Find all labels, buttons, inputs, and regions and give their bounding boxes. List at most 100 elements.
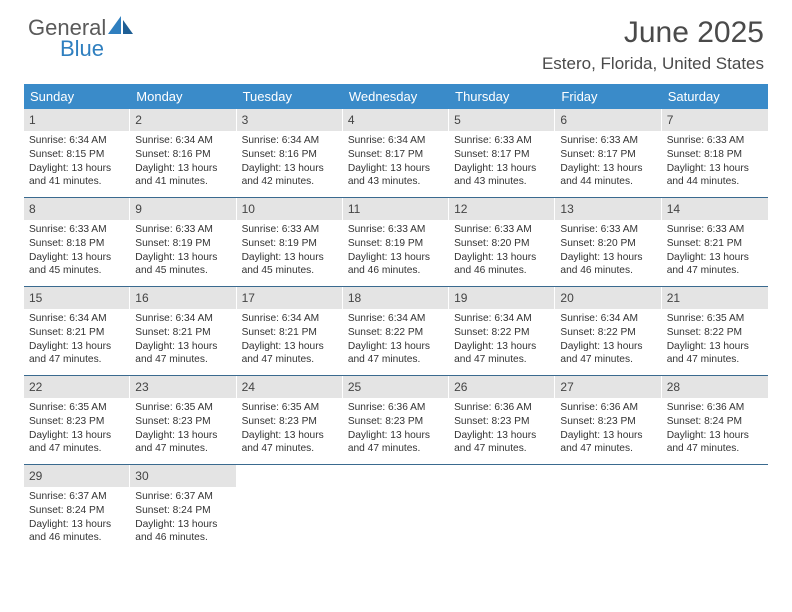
day-dl1: Daylight: 13 hours <box>29 429 125 443</box>
day-body: Sunrise: 6:35 AMSunset: 8:22 PMDaylight:… <box>662 309 768 371</box>
day-body: Sunrise: 6:36 AMSunset: 8:23 PMDaylight:… <box>343 398 449 460</box>
day-dl1: Daylight: 13 hours <box>29 340 125 354</box>
day-number: 18 <box>343 287 449 309</box>
day-dl1: Daylight: 13 hours <box>135 340 231 354</box>
day-sunset: Sunset: 8:23 PM <box>29 415 125 429</box>
week-row: 8Sunrise: 6:33 AMSunset: 8:18 PMDaylight… <box>24 198 768 287</box>
day-number: 9 <box>130 198 236 220</box>
day-dl2: and 47 minutes. <box>242 353 338 367</box>
day-number: 13 <box>555 198 661 220</box>
day-sunset: Sunset: 8:15 PM <box>29 148 125 162</box>
week-row: 1Sunrise: 6:34 AMSunset: 8:15 PMDaylight… <box>24 109 768 198</box>
day-dl1: Daylight: 13 hours <box>454 162 550 176</box>
day-dl2: and 47 minutes. <box>560 353 656 367</box>
day-dl2: and 41 minutes. <box>135 175 231 189</box>
day-dl2: and 47 minutes. <box>454 442 550 456</box>
day-sunrise: Sunrise: 6:34 AM <box>560 312 656 326</box>
day-cell <box>449 465 555 553</box>
weekday-header: Saturday <box>662 84 768 109</box>
day-dl2: and 47 minutes. <box>348 442 444 456</box>
day-cell: 30Sunrise: 6:37 AMSunset: 8:24 PMDayligh… <box>130 465 236 553</box>
day-sunset: Sunset: 8:18 PM <box>667 148 763 162</box>
day-dl1: Daylight: 13 hours <box>454 429 550 443</box>
day-cell: 2Sunrise: 6:34 AMSunset: 8:16 PMDaylight… <box>130 109 236 197</box>
day-number: 29 <box>24 465 130 487</box>
day-body: Sunrise: 6:33 AMSunset: 8:18 PMDaylight:… <box>662 131 768 193</box>
day-number: 17 <box>237 287 343 309</box>
weekday-header-row: Sunday Monday Tuesday Wednesday Thursday… <box>24 84 768 109</box>
day-sunset: Sunset: 8:21 PM <box>135 326 231 340</box>
day-sunset: Sunset: 8:23 PM <box>348 415 444 429</box>
weekday-header: Friday <box>555 84 661 109</box>
day-dl2: and 47 minutes. <box>560 442 656 456</box>
day-cell: 26Sunrise: 6:36 AMSunset: 8:23 PMDayligh… <box>449 376 555 464</box>
day-number: 26 <box>449 376 555 398</box>
day-number: 27 <box>555 376 661 398</box>
day-cell <box>662 465 768 553</box>
day-number: 6 <box>555 109 661 131</box>
header: General Blue June 2025 Estero, Florida, … <box>0 0 792 78</box>
week-row: 22Sunrise: 6:35 AMSunset: 8:23 PMDayligh… <box>24 376 768 465</box>
day-dl1: Daylight: 13 hours <box>560 251 656 265</box>
day-sunrise: Sunrise: 6:33 AM <box>667 223 763 237</box>
day-number: 24 <box>237 376 343 398</box>
day-cell: 5Sunrise: 6:33 AMSunset: 8:17 PMDaylight… <box>449 109 555 197</box>
weekday-header: Sunday <box>24 84 130 109</box>
day-dl1: Daylight: 13 hours <box>135 518 231 532</box>
day-dl1: Daylight: 13 hours <box>560 429 656 443</box>
day-number: 4 <box>343 109 449 131</box>
day-dl1: Daylight: 13 hours <box>454 251 550 265</box>
day-number: 16 <box>130 287 236 309</box>
day-sunset: Sunset: 8:23 PM <box>560 415 656 429</box>
day-number: 19 <box>449 287 555 309</box>
day-number: 5 <box>449 109 555 131</box>
day-dl1: Daylight: 13 hours <box>242 251 338 265</box>
day-dl1: Daylight: 13 hours <box>29 518 125 532</box>
day-number: 14 <box>662 198 768 220</box>
day-dl2: and 47 minutes. <box>348 353 444 367</box>
day-body: Sunrise: 6:37 AMSunset: 8:24 PMDaylight:… <box>130 487 236 549</box>
day-dl2: and 46 minutes. <box>348 264 444 278</box>
day-cell <box>237 465 343 553</box>
day-sunrise: Sunrise: 6:34 AM <box>29 134 125 148</box>
day-body: Sunrise: 6:33 AMSunset: 8:19 PMDaylight:… <box>343 220 449 282</box>
day-cell <box>555 465 661 553</box>
day-dl2: and 47 minutes. <box>242 442 338 456</box>
day-body: Sunrise: 6:33 AMSunset: 8:19 PMDaylight:… <box>237 220 343 282</box>
day-body: Sunrise: 6:37 AMSunset: 8:24 PMDaylight:… <box>24 487 130 549</box>
day-body: Sunrise: 6:34 AMSunset: 8:15 PMDaylight:… <box>24 131 130 193</box>
day-number: 20 <box>555 287 661 309</box>
day-sunrise: Sunrise: 6:35 AM <box>135 401 231 415</box>
day-dl2: and 43 minutes. <box>454 175 550 189</box>
day-sunrise: Sunrise: 6:34 AM <box>135 134 231 148</box>
day-number <box>449 465 555 487</box>
day-body: Sunrise: 6:33 AMSunset: 8:20 PMDaylight:… <box>449 220 555 282</box>
weekday-header: Monday <box>130 84 236 109</box>
day-sunset: Sunset: 8:21 PM <box>242 326 338 340</box>
day-cell: 18Sunrise: 6:34 AMSunset: 8:22 PMDayligh… <box>343 287 449 375</box>
day-sunrise: Sunrise: 6:37 AM <box>135 490 231 504</box>
day-cell: 15Sunrise: 6:34 AMSunset: 8:21 PMDayligh… <box>24 287 130 375</box>
day-number: 1 <box>24 109 130 131</box>
day-cell: 7Sunrise: 6:33 AMSunset: 8:18 PMDaylight… <box>662 109 768 197</box>
day-sunrise: Sunrise: 6:37 AM <box>29 490 125 504</box>
week-row: 29Sunrise: 6:37 AMSunset: 8:24 PMDayligh… <box>24 465 768 553</box>
day-number: 12 <box>449 198 555 220</box>
day-dl1: Daylight: 13 hours <box>135 162 231 176</box>
day-dl1: Daylight: 13 hours <box>242 429 338 443</box>
day-body: Sunrise: 6:34 AMSunset: 8:16 PMDaylight:… <box>237 131 343 193</box>
day-body: Sunrise: 6:36 AMSunset: 8:24 PMDaylight:… <box>662 398 768 460</box>
day-sunrise: Sunrise: 6:36 AM <box>667 401 763 415</box>
day-cell: 23Sunrise: 6:35 AMSunset: 8:23 PMDayligh… <box>130 376 236 464</box>
day-sunrise: Sunrise: 6:33 AM <box>135 223 231 237</box>
day-body: Sunrise: 6:34 AMSunset: 8:16 PMDaylight:… <box>130 131 236 193</box>
logo: General Blue <box>28 16 134 60</box>
day-body: Sunrise: 6:35 AMSunset: 8:23 PMDaylight:… <box>130 398 236 460</box>
day-cell: 10Sunrise: 6:33 AMSunset: 8:19 PMDayligh… <box>237 198 343 286</box>
day-cell: 12Sunrise: 6:33 AMSunset: 8:20 PMDayligh… <box>449 198 555 286</box>
day-sunset: Sunset: 8:24 PM <box>135 504 231 518</box>
day-number <box>343 465 449 487</box>
day-dl2: and 46 minutes. <box>135 531 231 545</box>
day-body: Sunrise: 6:34 AMSunset: 8:17 PMDaylight:… <box>343 131 449 193</box>
day-body: Sunrise: 6:34 AMSunset: 8:21 PMDaylight:… <box>130 309 236 371</box>
